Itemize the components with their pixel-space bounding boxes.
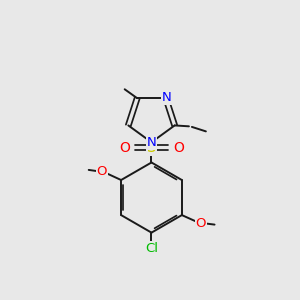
Text: N: N bbox=[162, 92, 172, 104]
Text: O: O bbox=[173, 141, 184, 154]
Text: Cl: Cl bbox=[145, 242, 158, 255]
Text: S: S bbox=[147, 140, 156, 155]
Text: O: O bbox=[97, 165, 107, 178]
Text: N: N bbox=[147, 136, 156, 149]
Text: O: O bbox=[196, 217, 206, 230]
Text: O: O bbox=[119, 141, 130, 154]
